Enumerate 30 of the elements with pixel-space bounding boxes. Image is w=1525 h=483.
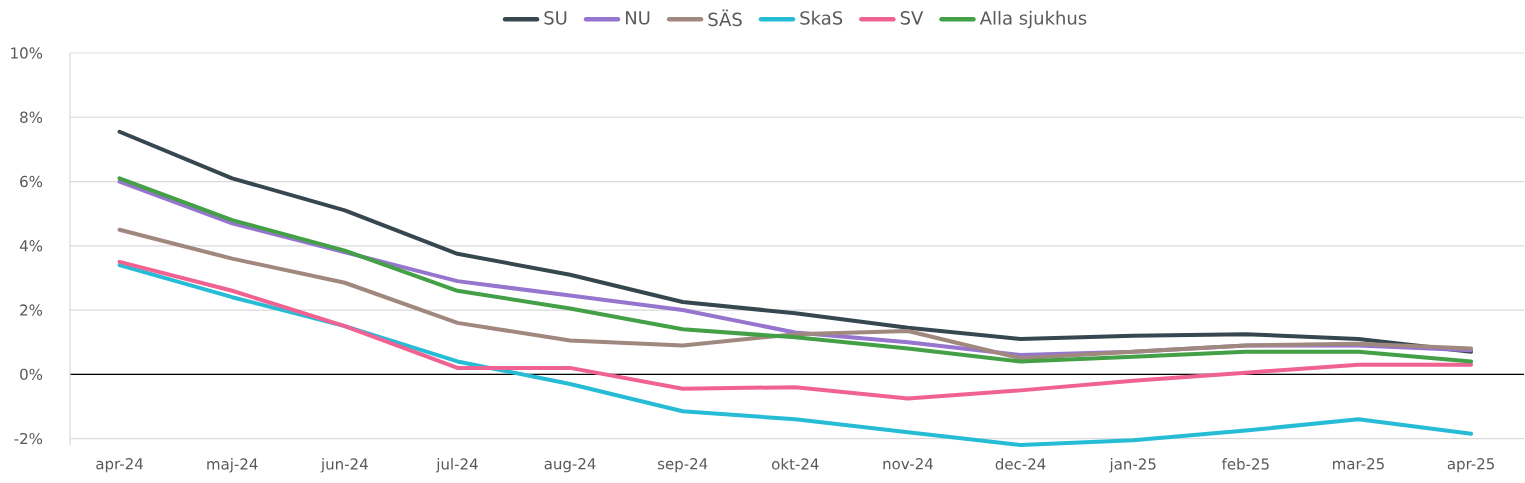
y-tick-label: 6% [20,175,43,188]
x-tick-label: mar-25 [1333,458,1384,470]
legend-label: SV [900,11,924,25]
line-series [117,129,1474,354]
x-tick-label: feb-25 [1221,458,1269,470]
legend-label: SU [544,11,567,25]
y-tick-label: 4% [19,240,43,252]
y-tick-label: 2% [20,304,43,316]
line-series [117,263,1474,447]
x-tick-label: dec-24 [995,458,1046,470]
y-tick-label: 0% [20,368,43,380]
x-tick-label: nov-24 [883,458,933,470]
x-tick-label: aug-24 [544,458,596,473]
line-series [117,259,1474,401]
x-tick-label: apr-24 [96,458,143,473]
x-tick-label: sep-24 [657,458,708,473]
x-tick-label: jan-25 [1109,458,1156,473]
x-tick-label: okt-24 [772,458,819,470]
y-tick-label: -2% [14,432,43,445]
y-tick-label: 10% [11,47,43,59]
legend-label: NU [626,11,650,25]
y-tick-label: 8% [20,111,43,123]
legend-label: Alla sjukhus [979,10,1087,29]
x-tick-label: maj-24 [207,458,258,473]
x-tick-label: jun-24 [320,458,368,473]
legend-label: SkaS [800,10,843,25]
line-series [117,227,1474,361]
x-tick-label: apr-25 [1447,458,1494,473]
x-tick-label: jul-24 [435,458,478,473]
legend-label: SÄS [708,9,742,27]
